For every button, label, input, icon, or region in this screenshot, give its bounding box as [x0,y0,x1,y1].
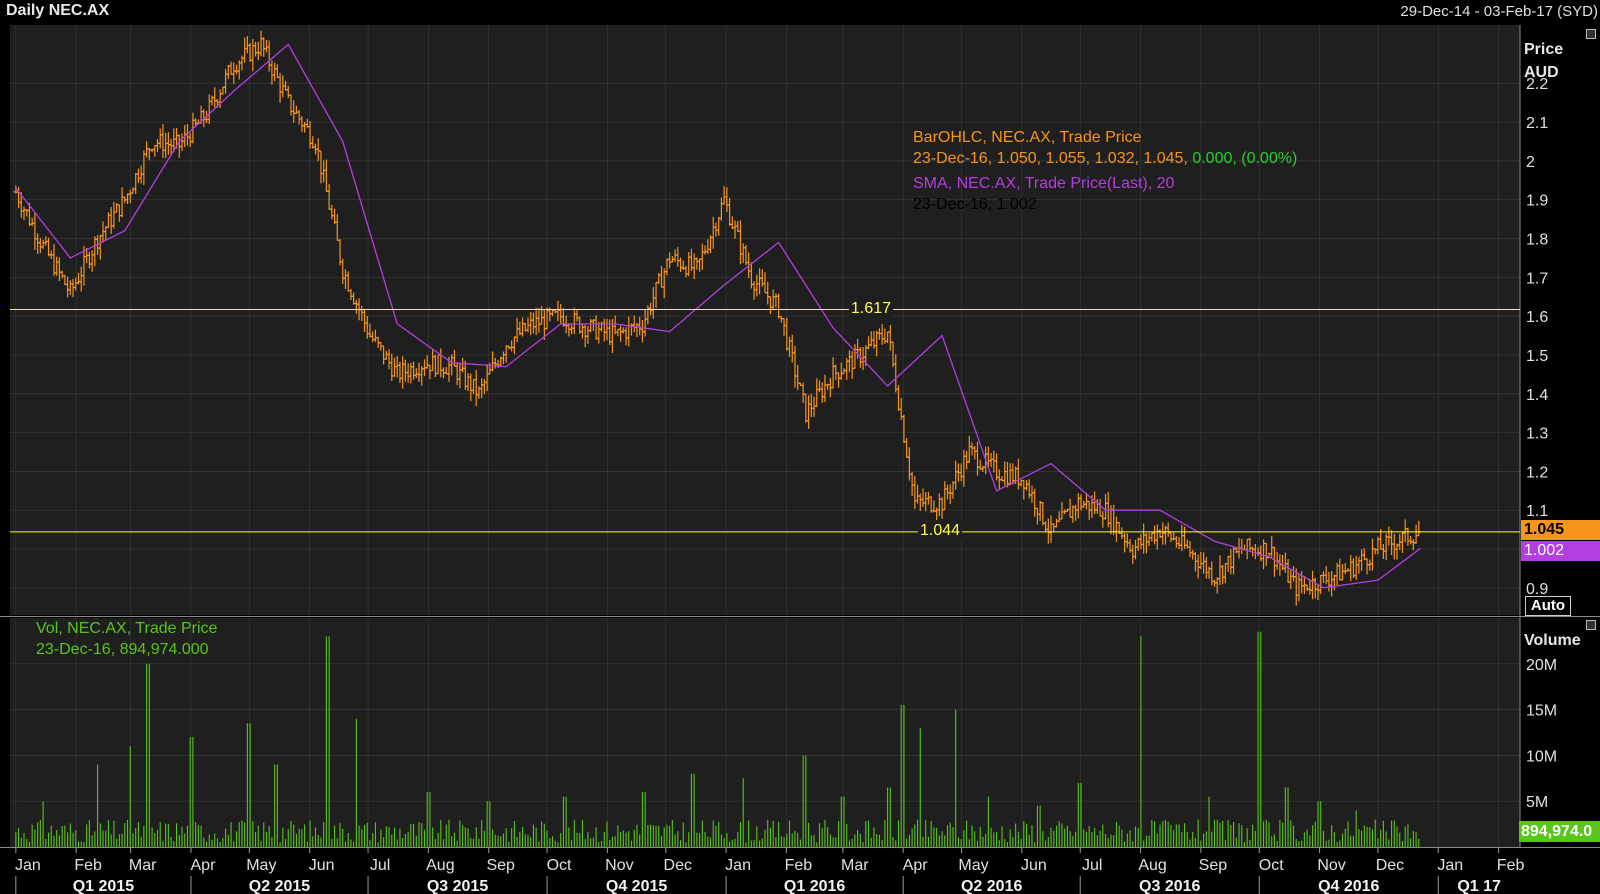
price-plot-area[interactable] [10,25,1520,615]
volume-tick-label: 10M [1526,748,1557,765]
time-axis[interactable]: Jan Feb Mar Apr May Jun Jul Aug Sep Oct Nov Dec Jan F… [0,847,1600,894]
quarter-label: Q1 2015 [73,878,134,894]
month-label: Oct [547,857,572,874]
price-tick-label: 1.6 [1526,309,1548,326]
month-label: Feb [74,857,102,874]
volume-pane-menu-icon[interactable] [1586,620,1596,630]
grid-lines [0,25,1600,847]
month-label: Dec [664,857,692,874]
sma-line [15,43,1422,589]
ohlc-legend-values: 23-Dec-16, 1.050, 1.055, 1.032, 1.045, [913,150,1188,167]
month-label: Feb [785,857,813,874]
ohlc-legend-values-row: 23-Dec-16, 1.050, 1.055, 1.032, 1.045, 0… [913,150,1297,168]
price-axis-title: Price [1524,41,1564,58]
quarter-label: Q2 2016 [961,878,1022,894]
quarter-label: Q3 2015 [427,878,488,894]
ohlc-legend[interactable]: BarOHLC, NEC.AX, Trade Price 23-Dec-16, … [913,129,1297,168]
quarter-label: Q2 2015 [249,878,310,894]
price-tick-label: 2.2 [1526,76,1548,93]
volume-tick-label: 5M [1526,794,1548,811]
volume-plot-area[interactable] [10,618,1520,847]
price-pane-menu-icon[interactable] [1586,29,1596,39]
last-price-label: 1.045 [1521,520,1600,540]
month-label: Jun [309,857,335,874]
month-label: Sep [486,857,515,874]
price-tick-label: 0.9 [1526,581,1548,598]
horizontal-lines[interactable] [10,309,1520,533]
last-volume-label: 894,974.0 [1519,821,1600,842]
month-label: Aug [426,857,454,874]
month-label: Apr [191,857,217,874]
sma-legend[interactable]: SMA, NEC.AX, Trade Price(Last), 20 23-De… [913,175,1174,214]
price-tick-label: 2.1 [1526,115,1548,132]
volume-legend-title: Vol, NEC.AX, Trade Price [36,620,218,637]
price-tick-label: 1.4 [1526,387,1548,404]
volume-tick-label: 15M [1526,703,1557,720]
date-range[interactable]: 29-Dec-14 - 03-Feb-17 (SYD) [1400,3,1598,20]
volume-tick-label: 20M [1526,657,1557,674]
sma-legend-title: SMA, NEC.AX, Trade Price(Last), 20 [913,175,1175,192]
sma-legend-values: 23-Dec-16, 1.002 [913,196,1037,213]
month-label: Aug [1138,857,1166,874]
month-label: Jul [370,857,390,874]
chart-title: Daily NEC.AX [6,2,110,19]
price-tick-label: 1.2 [1526,464,1548,481]
quarter-label: Q4 2016 [1318,878,1379,894]
month-label: Jan [1437,857,1463,874]
auto-scale-button[interactable]: Auto [1525,596,1571,616]
volume-tick-labels: 5M 10M 15M 20M [1526,657,1557,811]
month-label: Nov [1317,857,1345,874]
month-label: May [246,857,276,874]
volume-legend[interactable]: Vol, NEC.AX, Trade Price 23-Dec-16, 894,… [36,620,217,659]
volume-axis-title: Volume [1524,632,1581,649]
price-tick-label: 1.3 [1526,426,1548,443]
month-label: Jan [725,857,751,874]
price-tick-label: 1.9 [1526,193,1548,210]
last-sma-label: 1.002 [1521,541,1600,561]
volume-bars [15,631,1420,847]
month-label: Apr [903,857,929,874]
price-tick-labels: 0.9 1.1 1.2 1.3 1.4 1.5 1.6 1.7 1.8 1.9 2 2.1 2.2 [1526,76,1548,598]
ohlc-legend-title: BarOHLC, NEC.AX, Trade Price [913,129,1142,146]
hline-label-1617: 1.617 [849,299,894,318]
price-tick-label: 2 [1526,154,1535,171]
month-label: Mar [841,857,869,874]
price-axis-unit: AUD [1524,64,1559,81]
quarter-label: Q1 2016 [784,878,845,894]
month-label: Nov [605,857,633,874]
month-label: Jun [1021,857,1047,874]
month-label: Oct [1259,857,1284,874]
month-label: Feb [1497,857,1525,874]
month-label: Jul [1082,857,1102,874]
month-label: Sep [1199,857,1228,874]
ohlc-legend-change: 0.000, (0.00%) [1192,150,1298,167]
volume-legend-values: 23-Dec-16, 894,974.000 [36,641,209,658]
quarter-label: Q1 17 [1457,878,1501,894]
month-label: Dec [1376,857,1404,874]
price-tick-label: 1.7 [1526,270,1548,287]
month-label: Jan [15,857,41,874]
price-tick-label: 1.5 [1526,348,1548,365]
quarter-label: Q3 2016 [1139,878,1200,894]
month-label: Mar [129,857,157,874]
price-tick-label: 1.1 [1526,503,1548,520]
month-label: May [958,857,988,874]
price-tick-label: 1.8 [1526,231,1548,248]
hline-label-1044: 1.044 [918,521,963,540]
quarter-label: Q4 2015 [606,878,667,894]
